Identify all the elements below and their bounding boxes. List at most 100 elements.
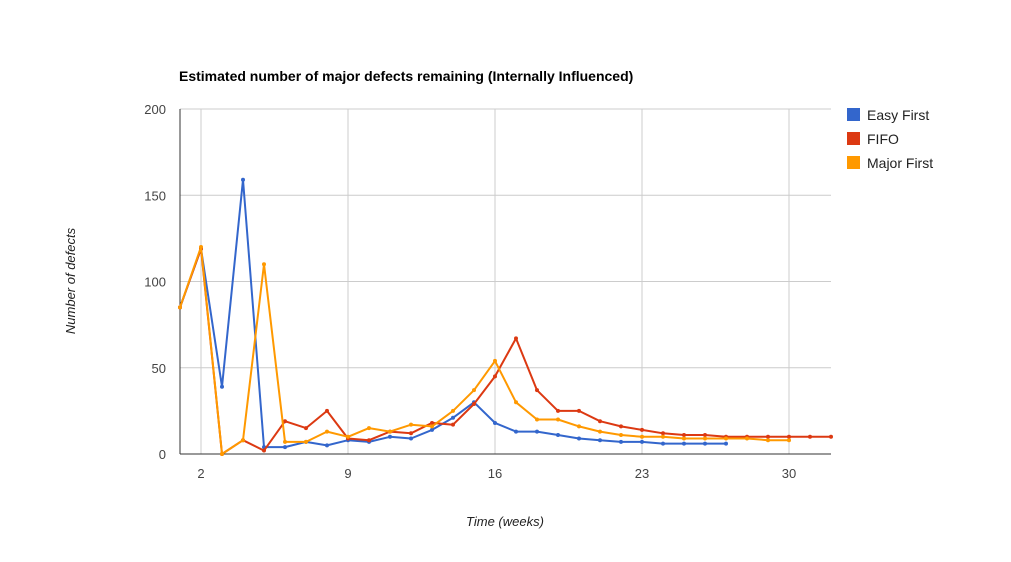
x-tick-label: 16 bbox=[488, 466, 502, 481]
x-tick-label: 30 bbox=[782, 466, 796, 481]
data-point bbox=[430, 427, 434, 432]
data-point bbox=[703, 441, 707, 446]
data-point bbox=[199, 245, 203, 249]
data-series bbox=[178, 177, 833, 456]
y-tick-label: 200 bbox=[144, 102, 166, 117]
data-point bbox=[766, 434, 770, 439]
data-point bbox=[493, 420, 497, 425]
data-point bbox=[241, 438, 245, 443]
y-tick-label: 100 bbox=[144, 275, 166, 290]
gridlines bbox=[180, 108, 831, 454]
data-point bbox=[598, 429, 602, 434]
data-point bbox=[388, 429, 392, 434]
data-point bbox=[325, 443, 329, 448]
legend-label: Major First bbox=[867, 155, 933, 171]
x-tick-label: 23 bbox=[635, 466, 649, 481]
data-point bbox=[262, 262, 266, 267]
data-point bbox=[724, 441, 728, 446]
data-point bbox=[409, 422, 413, 427]
legend-label: Easy First bbox=[867, 107, 929, 123]
axes bbox=[179, 109, 831, 455]
data-point bbox=[808, 434, 812, 439]
data-point bbox=[598, 419, 602, 424]
chart-title: Estimated number of major defects remain… bbox=[179, 68, 633, 84]
legend-label: FIFO bbox=[867, 131, 899, 147]
data-point bbox=[598, 438, 602, 443]
data-point bbox=[367, 426, 371, 431]
data-point bbox=[556, 433, 560, 438]
data-point bbox=[829, 434, 833, 439]
data-point bbox=[535, 417, 539, 422]
data-point bbox=[346, 434, 350, 439]
data-point bbox=[220, 384, 224, 389]
data-point bbox=[514, 400, 518, 405]
data-point bbox=[409, 436, 413, 441]
y-axis-label: Number of defects bbox=[63, 227, 78, 334]
data-point bbox=[640, 434, 644, 439]
data-point bbox=[640, 439, 644, 444]
data-point bbox=[304, 439, 308, 444]
series-line bbox=[179, 246, 789, 455]
y-tick-label: 0 bbox=[159, 447, 166, 462]
data-point bbox=[262, 448, 266, 453]
series-line bbox=[179, 247, 831, 455]
data-point bbox=[619, 433, 623, 438]
data-point bbox=[304, 426, 308, 431]
data-point bbox=[577, 424, 581, 429]
data-point bbox=[787, 438, 791, 443]
series-line bbox=[179, 178, 726, 449]
x-tick-label: 9 bbox=[344, 466, 351, 481]
data-point bbox=[493, 374, 497, 379]
data-point bbox=[283, 419, 287, 424]
data-point bbox=[283, 445, 287, 450]
legend-item: Easy First bbox=[847, 107, 929, 123]
data-point bbox=[493, 358, 497, 363]
y-axis-ticks: 0 50 100 150 200 bbox=[144, 102, 166, 462]
legend-item: Major First bbox=[847, 155, 933, 171]
data-point bbox=[388, 434, 392, 439]
data-point bbox=[514, 336, 518, 341]
data-point bbox=[619, 424, 623, 429]
data-point bbox=[577, 436, 581, 441]
legend-swatch bbox=[847, 156, 860, 169]
x-axis-ticks: 2 9 16 23 30 bbox=[197, 466, 796, 481]
data-point bbox=[724, 436, 728, 441]
data-point bbox=[556, 408, 560, 413]
data-point bbox=[661, 434, 665, 439]
x-tick-label: 2 bbox=[197, 466, 204, 481]
x-axis-label: Time (weeks) bbox=[466, 514, 544, 529]
data-point bbox=[745, 436, 749, 441]
data-point bbox=[472, 401, 476, 406]
data-point bbox=[535, 429, 539, 434]
data-point bbox=[451, 422, 455, 427]
data-point bbox=[178, 305, 182, 310]
series-fifo bbox=[178, 246, 833, 456]
data-point bbox=[682, 433, 686, 438]
series-major-first bbox=[178, 245, 791, 456]
data-point bbox=[682, 441, 686, 446]
data-point bbox=[535, 388, 539, 393]
data-point bbox=[703, 436, 707, 441]
data-point bbox=[472, 388, 476, 393]
data-point bbox=[325, 429, 329, 434]
legend-swatch bbox=[847, 132, 860, 145]
data-point bbox=[577, 408, 581, 413]
data-point bbox=[514, 429, 518, 434]
data-point bbox=[766, 438, 770, 443]
series-easy-first bbox=[178, 177, 728, 450]
data-point bbox=[451, 415, 455, 420]
data-point bbox=[787, 434, 791, 439]
y-tick-label: 150 bbox=[144, 188, 166, 203]
data-point bbox=[283, 439, 287, 444]
y-tick-label: 50 bbox=[152, 361, 166, 376]
data-point bbox=[367, 438, 371, 443]
legend-swatch bbox=[847, 108, 860, 121]
data-point bbox=[619, 439, 623, 444]
data-point bbox=[409, 431, 413, 436]
data-point bbox=[241, 177, 245, 182]
data-point bbox=[220, 452, 224, 456]
data-point bbox=[556, 417, 560, 422]
data-point bbox=[661, 441, 665, 446]
data-point bbox=[703, 433, 707, 438]
